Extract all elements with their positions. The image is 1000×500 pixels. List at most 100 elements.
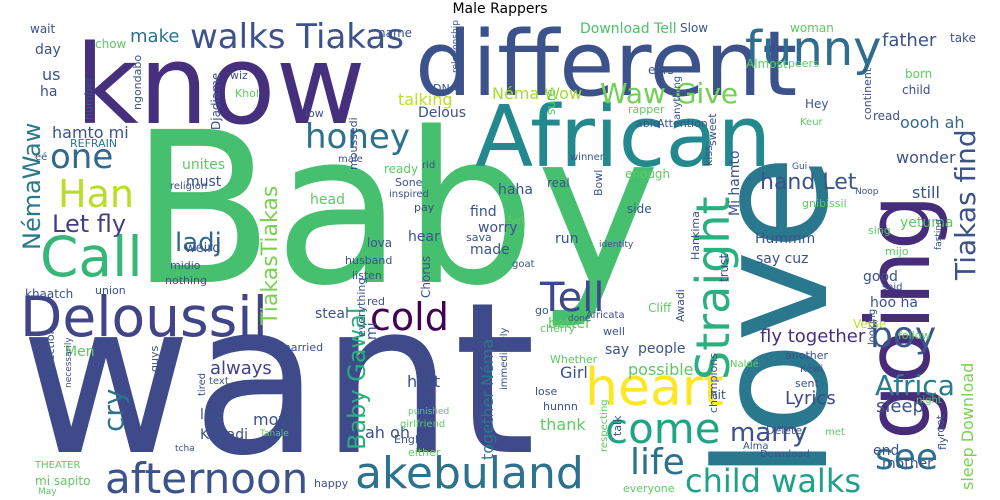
word-sone: Sone	[395, 176, 423, 189]
word-inspired: inspired	[389, 189, 429, 200]
word-han: Han	[58, 172, 134, 216]
word-wonder: wonder	[896, 148, 956, 167]
word-chow: chow	[95, 37, 127, 51]
word-take: take	[950, 31, 976, 45]
word-hoo-ha: hoo ha	[870, 295, 918, 311]
word-cry: cry	[97, 388, 130, 432]
word-ngondabo: ngondabo	[131, 54, 144, 110]
word-side: side	[627, 202, 652, 216]
word-ee: éé	[35, 152, 48, 163]
word-wiz: wiz	[230, 69, 248, 82]
word-girlfriend: girlfriend	[400, 419, 446, 430]
word-see: see	[875, 437, 939, 478]
word-attention: Attention	[657, 117, 708, 130]
word-end: end	[873, 443, 900, 459]
word-husband: husband	[345, 254, 393, 267]
word-respecting: respecting	[599, 399, 610, 452]
word-ah-oh: ah oh	[365, 423, 410, 442]
word-religion: religion	[170, 181, 208, 192]
word-sava: sava	[466, 231, 492, 244]
word-sure: sure	[544, 89, 558, 115]
word-akebuland: akebuland	[355, 448, 584, 499]
word-fasting: fasting	[934, 219, 944, 250]
word-low: low	[305, 107, 324, 120]
word-happy: happy	[314, 477, 349, 490]
word-hurt: hurt	[407, 372, 441, 391]
word-noop: Noop	[855, 187, 879, 197]
word-listen: listen	[352, 269, 382, 282]
word-may: May	[38, 487, 57, 497]
word-heart: heart	[585, 358, 724, 418]
word-hand-let: hand Let	[760, 170, 857, 195]
word-let-fly: Let fly	[52, 210, 127, 238]
word-kiss: kiss	[702, 145, 715, 166]
word-khaadj: Khaadj	[200, 427, 248, 443]
word-child: child	[902, 83, 931, 97]
word-born: born	[905, 67, 933, 81]
word-thank: thank	[540, 415, 586, 434]
word-red: red	[367, 295, 386, 308]
word-cherry: cherry	[540, 322, 576, 335]
word-cliff: Cliff	[648, 301, 672, 315]
word-girl: Girl	[560, 363, 588, 382]
word-set: Set	[507, 214, 526, 227]
word-ha: ha	[40, 84, 58, 100]
word-midio: midio	[170, 259, 201, 272]
word-text: text	[209, 376, 229, 387]
word-walks-tiakas: walks Tiakas	[190, 20, 404, 57]
word-bowl: Bowl	[592, 169, 605, 196]
word-said: said	[882, 282, 903, 293]
word-another: another	[785, 349, 829, 362]
word-fly-together: fly together	[760, 326, 866, 347]
word-us: us	[42, 65, 61, 84]
word-sleep-download: sleep Download	[958, 362, 977, 490]
word-deloussil: Deloussil	[20, 285, 268, 349]
word-lova: lova	[367, 236, 393, 250]
word-talk: talk	[611, 415, 624, 436]
word-gui: Gui	[792, 162, 808, 172]
word-necessarily: necessarily	[64, 337, 74, 388]
word-yetuma: yetuma	[900, 215, 954, 231]
word-hear: hear	[408, 229, 440, 245]
word-child-walks: child walks	[685, 462, 862, 500]
word-come: come	[605, 404, 721, 453]
word-ladj: ladj	[175, 228, 222, 258]
word-whether: Whether	[550, 353, 598, 366]
word-root: root	[934, 414, 947, 437]
word-nalde: Naldé	[730, 359, 759, 370]
word-tiakastiakas: TiakasTiakas	[258, 185, 283, 325]
word-people: people	[638, 341, 686, 357]
word-male: male	[338, 154, 363, 165]
word-done: done	[568, 314, 591, 324]
word-head: head	[310, 192, 345, 208]
word-djadiame: Djadiame	[209, 72, 223, 130]
word-mijo: mijo	[885, 245, 909, 258]
word-afternoon: afternoon	[105, 454, 309, 500]
word-boy: boy	[870, 315, 937, 356]
word-punished: punished	[408, 407, 450, 417]
word-father: father	[882, 30, 937, 51]
word-good: good	[863, 269, 898, 285]
word-tell: Tell	[540, 275, 605, 321]
word-gnibissil: gnibissil	[802, 197, 847, 210]
word-continent: continent	[861, 67, 874, 120]
word-looking: looking	[867, 308, 878, 345]
word-english: English	[394, 433, 434, 446]
word-number: number	[82, 77, 95, 120]
word-download-tell: Download Tell	[580, 21, 677, 37]
word-unites: unites	[182, 157, 226, 173]
figure-title: Male Rappers	[452, 1, 548, 17]
word-rapper: rapper	[628, 103, 665, 116]
word-wait: wait	[30, 22, 56, 36]
word-say: say	[605, 342, 630, 358]
word-worry: worry	[478, 220, 518, 236]
word-enough: enough	[625, 167, 671, 181]
word-delete: Delete	[766, 424, 803, 437]
word-delous: Delous	[418, 105, 467, 121]
word-cloud-canvas: Baby want love know different African going Del…	[20, 20, 980, 500]
word-able: able	[636, 117, 660, 130]
word-dna: DNA	[433, 82, 458, 95]
word-follow: follow	[898, 329, 931, 342]
word-union: union	[95, 284, 126, 297]
word-know: know	[75, 21, 366, 149]
